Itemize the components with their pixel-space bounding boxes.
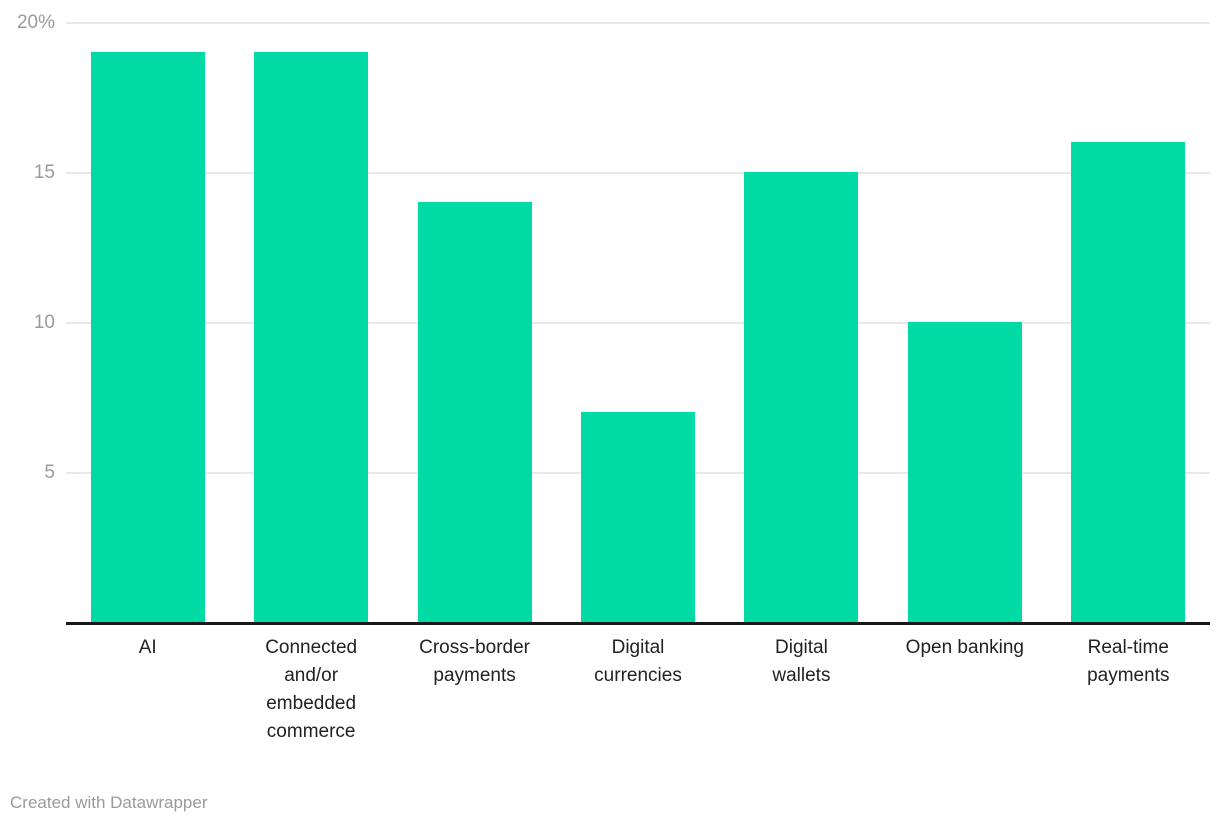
x-axis-category-label: Digital currencies xyxy=(594,637,682,686)
footer-credit: Created with Datawrapper xyxy=(10,792,207,814)
y-gridline-20 xyxy=(66,22,1210,24)
y-tick-label: 20% xyxy=(16,12,55,33)
y-tick-label: 15 xyxy=(33,162,55,183)
datawrapper-credit-link[interactable]: Created with Datawrapper xyxy=(10,793,208,812)
bar-cross-border-payments xyxy=(417,202,532,622)
y-tick-label: 10 xyxy=(33,312,55,333)
x-axis-category-label: Cross-border payments xyxy=(419,637,530,686)
bar-connected-and-or-embedded-commerce xyxy=(254,52,369,622)
bar-digital-currencies xyxy=(581,412,695,622)
y-tick-label: 5 xyxy=(44,462,55,483)
x-axis-category-label: Real-time payments xyxy=(1087,637,1170,686)
bar-ai xyxy=(90,52,205,622)
x-axis-line xyxy=(66,622,1210,625)
x-axis-category-label: Connected and/or embedded commerce xyxy=(265,637,358,742)
y-gridline-15 xyxy=(66,172,1210,174)
bar-real-time-payments xyxy=(1071,142,1186,622)
y-gridline-10 xyxy=(66,322,1210,324)
bar-digital-wallets xyxy=(744,172,859,622)
x-axis-category-label: AI xyxy=(138,637,157,658)
x-axis-category-label: Digital wallets xyxy=(772,637,831,686)
x-axis-category-label: Open banking xyxy=(905,637,1024,658)
bar-open-banking xyxy=(907,322,1022,622)
